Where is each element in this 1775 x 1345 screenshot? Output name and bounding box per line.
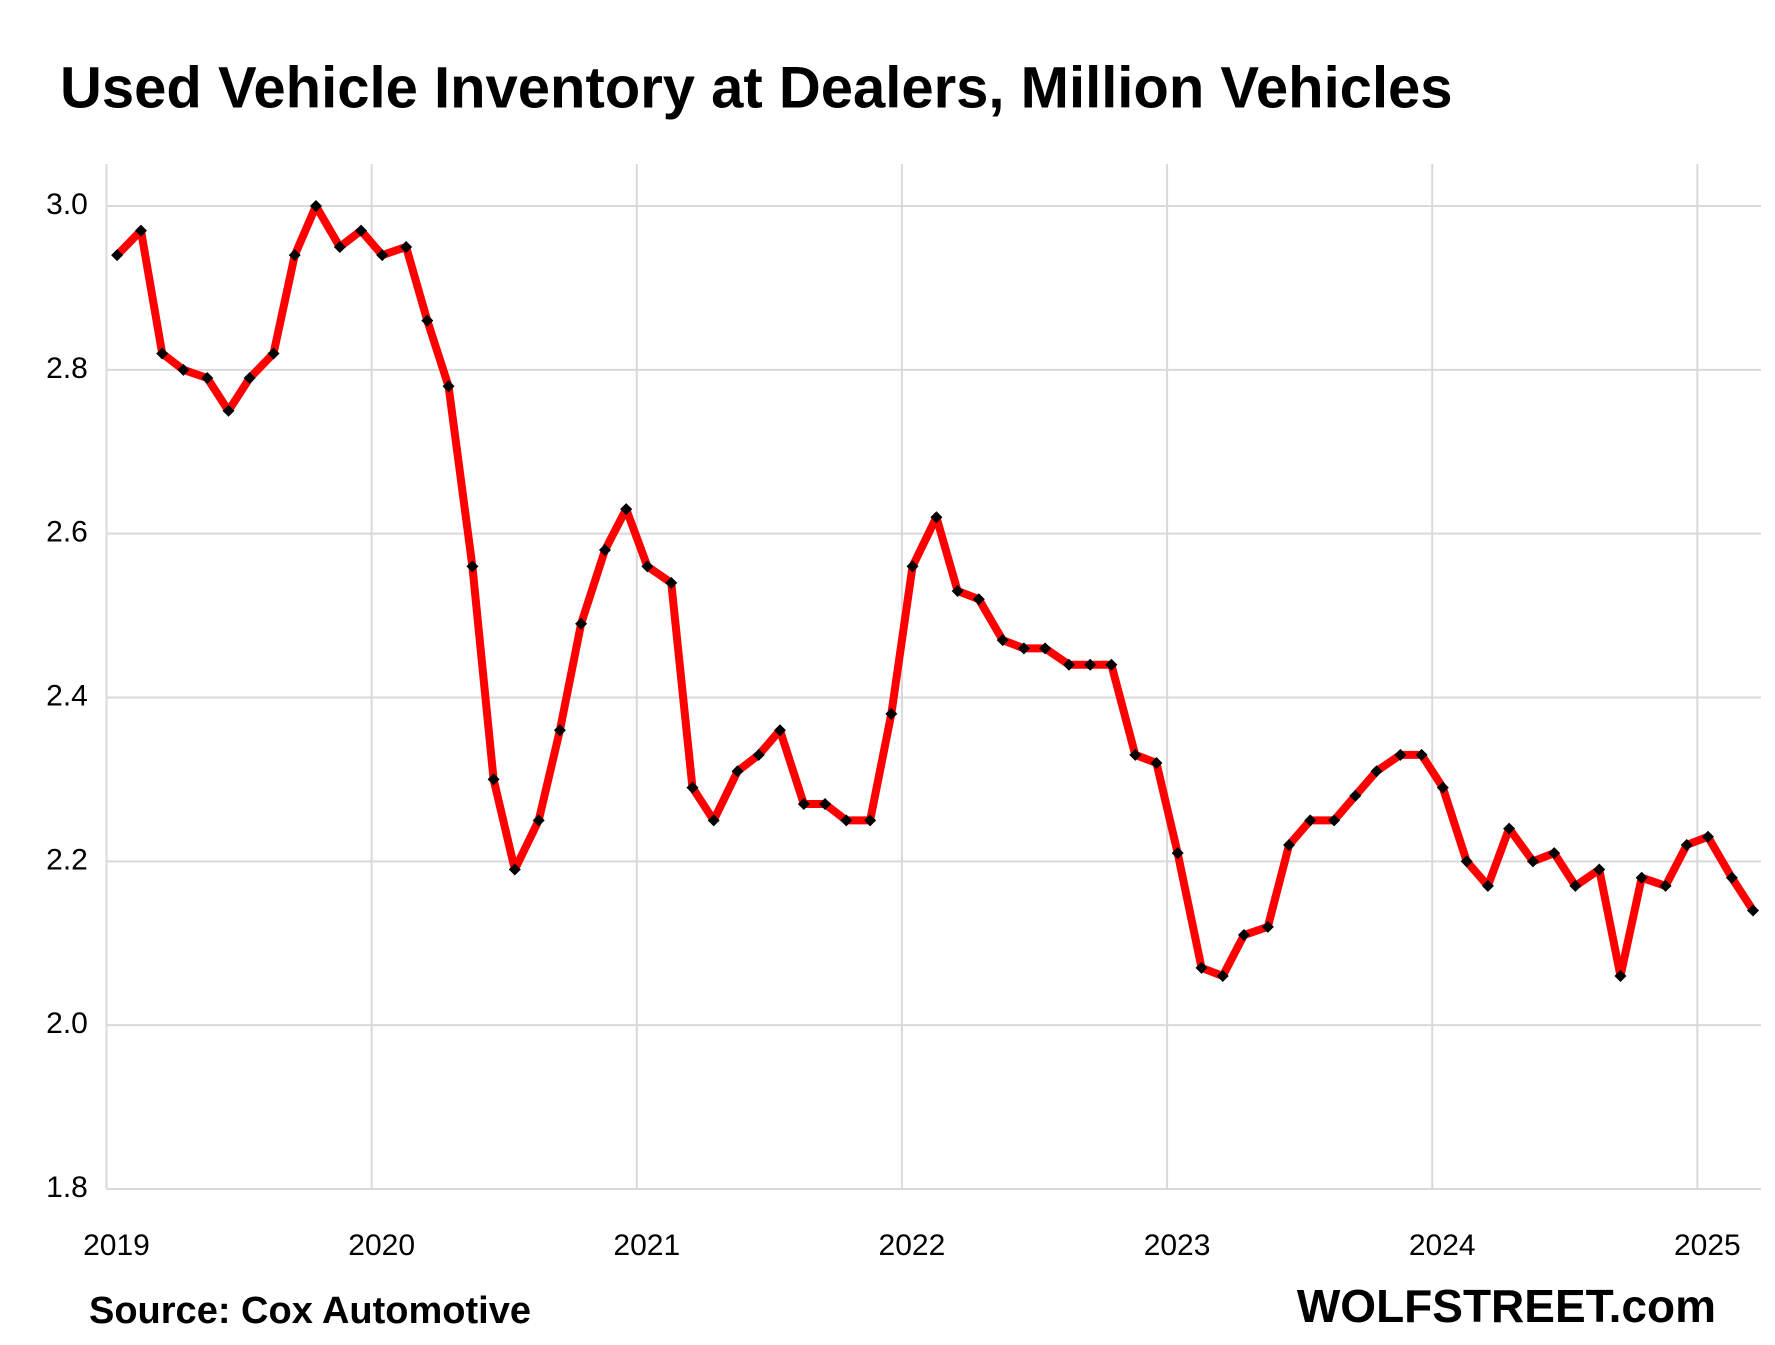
data-point bbox=[707, 814, 720, 827]
data-point bbox=[1370, 765, 1383, 778]
data-point bbox=[177, 363, 190, 376]
data-point bbox=[156, 347, 169, 360]
data-point bbox=[1283, 838, 1296, 851]
data-point bbox=[951, 585, 964, 598]
data-point bbox=[355, 224, 368, 237]
data-point bbox=[1084, 658, 1097, 671]
y-tick-label: 2.6 bbox=[46, 516, 88, 549]
y-tick-label: 1.8 bbox=[46, 1171, 88, 1204]
data-point bbox=[267, 347, 280, 360]
data-point bbox=[1569, 879, 1582, 892]
data-point bbox=[686, 781, 699, 794]
data-point bbox=[1150, 757, 1163, 770]
data-point bbox=[1593, 863, 1606, 876]
y-tick-label: 3.0 bbox=[46, 188, 88, 221]
data-point bbox=[1680, 838, 1693, 851]
data-point bbox=[376, 249, 389, 262]
data-point bbox=[797, 797, 810, 810]
data-point bbox=[1304, 814, 1317, 827]
data-point bbox=[1017, 642, 1030, 655]
x-tick-label: 2020 bbox=[348, 1229, 415, 1262]
x-tick-label: 2021 bbox=[613, 1229, 680, 1262]
data-point bbox=[1481, 879, 1494, 892]
data-point bbox=[575, 617, 588, 630]
data-point bbox=[620, 503, 633, 516]
data-point bbox=[819, 797, 832, 810]
data-point bbox=[840, 814, 853, 827]
x-tick-label: 2023 bbox=[1144, 1229, 1211, 1262]
data-point bbox=[1460, 855, 1473, 868]
data-point bbox=[1062, 658, 1075, 671]
data-point bbox=[201, 372, 214, 385]
x-tick-label: 2022 bbox=[879, 1229, 946, 1262]
y-tick-label: 2.0 bbox=[46, 1007, 88, 1040]
data-point bbox=[1394, 748, 1407, 761]
data-point bbox=[864, 814, 877, 827]
data-point bbox=[1171, 847, 1184, 860]
data-point bbox=[972, 593, 985, 606]
x-tick-label: 2019 bbox=[83, 1229, 150, 1262]
data-point bbox=[222, 404, 235, 417]
data-point bbox=[553, 724, 566, 737]
data-point bbox=[487, 773, 500, 786]
data-point bbox=[333, 240, 346, 253]
data-point bbox=[1216, 970, 1229, 983]
data-point bbox=[1503, 822, 1516, 835]
data-point bbox=[421, 314, 434, 327]
source: Source: Cox Automotive bbox=[89, 1290, 531, 1332]
data-point bbox=[243, 372, 256, 385]
data-point bbox=[1237, 929, 1250, 942]
data-point bbox=[731, 765, 744, 778]
data-point bbox=[906, 560, 919, 573]
y-tick-label: 2.8 bbox=[46, 352, 88, 385]
x-tick-label: 2025 bbox=[1674, 1229, 1741, 1262]
data-point bbox=[641, 560, 654, 573]
chart-title: Used Vehicle Inventory at Dealers, Milli… bbox=[60, 55, 1453, 120]
data-point bbox=[930, 511, 943, 524]
data-point bbox=[1725, 871, 1738, 884]
data-point bbox=[1614, 970, 1627, 983]
data-point bbox=[1105, 658, 1118, 671]
data-point bbox=[400, 240, 413, 253]
data-point bbox=[1328, 814, 1341, 827]
data-point bbox=[1195, 961, 1208, 974]
data-point bbox=[598, 544, 611, 557]
data-point bbox=[111, 249, 124, 262]
data-point bbox=[1747, 904, 1760, 917]
data-point bbox=[773, 724, 786, 737]
data-point bbox=[309, 200, 322, 212]
y-tick-label: 2.4 bbox=[46, 679, 88, 712]
data-point bbox=[1436, 781, 1449, 794]
y-tick-label: 2.2 bbox=[46, 843, 88, 876]
data-point bbox=[885, 707, 898, 720]
data-point bbox=[1039, 642, 1052, 655]
data-point bbox=[466, 560, 479, 573]
data-point bbox=[752, 748, 765, 761]
data-point bbox=[1261, 920, 1274, 933]
brand: WOLFSTREET.com bbox=[1297, 1280, 1716, 1332]
x-tick-label: 2024 bbox=[1409, 1229, 1476, 1262]
data-point bbox=[1548, 847, 1561, 860]
data-point bbox=[1526, 855, 1539, 868]
data-point bbox=[134, 224, 147, 237]
data-point bbox=[442, 380, 455, 393]
data-point bbox=[1349, 789, 1362, 802]
data-point bbox=[532, 814, 545, 827]
data-point bbox=[508, 863, 521, 876]
data-point bbox=[1129, 748, 1142, 761]
data-point bbox=[1701, 830, 1714, 843]
data-point bbox=[1415, 748, 1428, 761]
data-point bbox=[1635, 871, 1648, 884]
data-point bbox=[1659, 879, 1672, 892]
data-point bbox=[665, 576, 678, 589]
data-point bbox=[288, 249, 301, 262]
data-point bbox=[996, 634, 1009, 647]
